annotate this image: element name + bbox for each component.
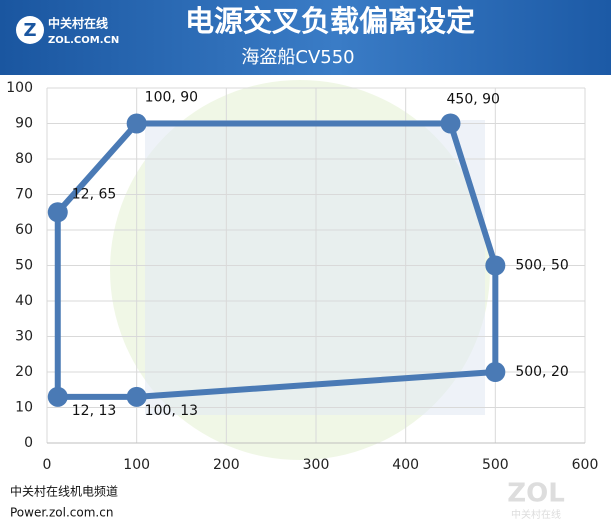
data-label: 100, 90: [145, 90, 198, 106]
point: [47, 386, 68, 407]
bg-watermark: [145, 120, 485, 415]
chart-subtitle: 海盗船CV550: [241, 47, 354, 68]
y-tick-label: 50: [15, 258, 33, 274]
y-tick-label: 90: [15, 116, 33, 132]
data-label: 100, 13: [145, 403, 198, 419]
x-tick-label: 300: [303, 457, 330, 473]
point: [126, 386, 147, 407]
logo-cn: 中关村在线: [48, 16, 108, 31]
y-tick-label: 30: [15, 329, 33, 345]
y-tick-label: 10: [15, 400, 33, 416]
point: [485, 255, 506, 276]
y-tick-label: 70: [15, 187, 33, 203]
x-tick-label: 500: [482, 457, 509, 473]
logo-z: Z: [23, 20, 36, 41]
point: [47, 202, 68, 223]
chart-title: 电源交叉负载偏离设定: [185, 4, 475, 38]
plot: 0 10 20 30 40 50 60 70 80 90 100 0 100 200 300 400 500 60…: [6, 80, 598, 473]
point: [485, 362, 506, 382]
data-label: 500, 50: [515, 258, 568, 274]
x-tick-label: 200: [213, 457, 240, 473]
y-tick-label: 40: [15, 293, 33, 309]
x-tick-label: 400: [392, 457, 419, 473]
y-tick-label: 0: [24, 435, 33, 451]
data-label: 450, 90: [447, 92, 500, 108]
data-label: 500, 20: [515, 364, 568, 380]
x-tick-label: 0: [43, 457, 52, 473]
y-tick-label: 60: [15, 222, 33, 238]
watermark: 中关村在线: [511, 508, 561, 521]
data-label: 12, 13: [72, 403, 117, 419]
series-line: [54, 120, 499, 400]
logo-mark: [16, 16, 44, 44]
point: [126, 113, 147, 134]
footer-line: 中关村在线机电频道: [10, 484, 118, 499]
logo-en: ZOL.COM.CN: [48, 35, 119, 46]
y-tick-label: 100: [6, 80, 33, 96]
y-tick-label: 20: [15, 364, 33, 380]
data-label: 12, 65: [72, 186, 117, 202]
x-tick-label: 600: [572, 457, 599, 473]
x-tick-label: 100: [123, 457, 150, 473]
watermark: ZOL: [507, 479, 565, 509]
footer-line: Power.zol.com.cn: [10, 506, 113, 520]
point: [440, 113, 461, 134]
header-band: [0, 0, 611, 75]
y-tick-label: 80: [15, 151, 33, 167]
